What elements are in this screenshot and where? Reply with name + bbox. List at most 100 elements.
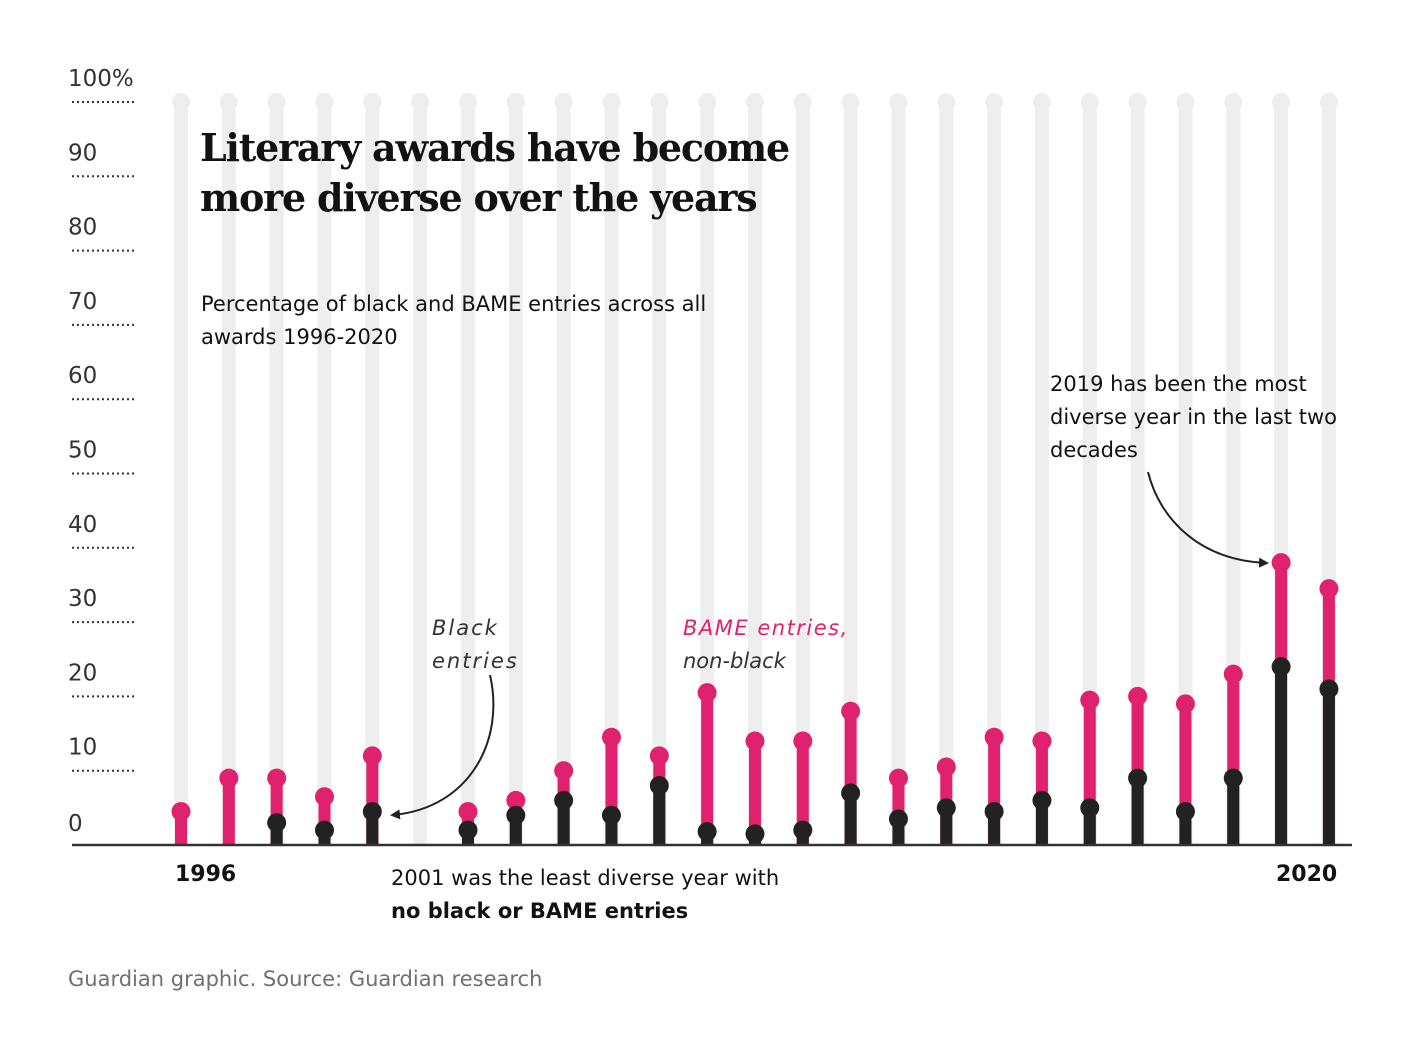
dot-black-2014: [1032, 790, 1052, 810]
dot-black-1999: [314, 820, 334, 840]
annotation-bame-sub: non-black: [683, 649, 786, 673]
y-axis-ticks: 0 10 20 30 40 50 60 70 80 90 100%: [68, 66, 134, 837]
y-tick-label-40: 40: [68, 512, 97, 538]
dot-black-2007: [697, 822, 717, 842]
y-tick-label-100: 100%: [68, 66, 134, 92]
track-cap-2006: [650, 93, 669, 111]
dot-bame-2011: [888, 768, 908, 788]
dot-bame-2012: [936, 757, 956, 777]
dot-bame-2002: [458, 802, 478, 822]
arrow-2019: [1147, 471, 1269, 568]
y-tick-label-50: 50: [68, 438, 97, 464]
dot-bame-2000: [362, 746, 382, 766]
annotation-arrows: [390, 471, 1269, 820]
y-tick-label-90: 90: [68, 140, 97, 166]
dot-bame-2016: [1128, 686, 1148, 706]
track-cap-2002: [458, 93, 477, 111]
annotation-least-diverse: 2001 was the least diverse year with no …: [391, 862, 811, 928]
y-tick-label-30: 30: [68, 586, 97, 612]
dot-bame-2004: [554, 761, 574, 781]
dot-black-2010: [841, 783, 861, 803]
dot-bame-1999: [314, 787, 334, 807]
dot-black-2005: [601, 805, 621, 825]
y-tick-label-10: 10: [68, 735, 97, 761]
y-tick-label-20: 20: [68, 660, 97, 686]
annotation-black-line-2: entries: [432, 649, 519, 673]
annotation-black-line-1: Black: [432, 616, 499, 640]
dot-black-2002: [458, 820, 478, 840]
dot-bame-1998: [267, 768, 287, 788]
data-bars: [171, 553, 1339, 845]
dot-black-2000: [362, 802, 382, 822]
annotation-bame-entries: BAME entries, non-black: [683, 612, 849, 678]
dot-bame-2007: [697, 683, 717, 703]
chart-title: Literary awards have become more diverse…: [200, 125, 790, 220]
dot-black-2019: [1271, 657, 1291, 677]
y-tick-label-80: 80: [68, 215, 97, 241]
track-cap-2008: [745, 93, 764, 111]
track-cap-2011: [889, 93, 908, 111]
dot-black-2013: [984, 802, 1004, 822]
dot-black-2008: [745, 824, 765, 844]
dot-bame-2013: [984, 727, 1004, 747]
dot-black-2017: [1175, 802, 1195, 822]
dot-bame-2014: [1032, 731, 1052, 751]
dot-black-2004: [554, 790, 574, 810]
y-tick-label-60: 60: [68, 363, 97, 389]
track-cap-2005: [602, 93, 621, 111]
dot-black-2006: [649, 776, 669, 796]
dot-bame-1997: [219, 768, 239, 788]
track-cap-1996: [172, 93, 190, 111]
annotation-least-diverse-bold: no black or BAME entries: [391, 899, 689, 923]
dot-black-2016: [1128, 768, 1148, 788]
dot-black-2018: [1223, 768, 1243, 788]
dot-bame-2018: [1223, 664, 1243, 684]
track-cap-2019: [1272, 93, 1291, 111]
dot-bame-2003: [506, 790, 526, 810]
track-cap-2000: [363, 93, 382, 111]
dot-black-2020: [1319, 679, 1339, 699]
dot-black-2011: [888, 809, 908, 829]
track-cap-2016: [1128, 93, 1147, 111]
annotation-least-diverse-text: 2001 was the least diverse year with: [391, 866, 780, 890]
dot-bame-2019: [1271, 553, 1291, 573]
y-tick-label-0: 0: [68, 811, 83, 837]
track-cap-2009: [793, 93, 812, 111]
x-label-first: 1996: [175, 862, 237, 887]
dot-bame-2008: [745, 731, 765, 751]
track-cap-2007: [698, 93, 717, 111]
dot-black-2009: [793, 820, 813, 840]
dot-bame-2009: [793, 731, 813, 751]
track-cap-1998: [267, 93, 286, 111]
dot-bame-1996: [171, 802, 191, 822]
track-cap-2013: [985, 93, 1004, 111]
x-label-last: 2020: [1276, 862, 1338, 887]
dot-black-2015: [1080, 798, 1100, 818]
annotation-most-diverse: 2019 has been the most diverse year in t…: [1050, 372, 1337, 462]
dot-black-2003: [506, 805, 526, 825]
chart-subtitle: Percentage of black and BAME entries acr…: [201, 292, 707, 349]
y-gridlines: [72, 101, 136, 772]
dot-bame-2015: [1080, 690, 1100, 710]
dot-bame-2005: [601, 727, 621, 747]
y-tick-label-70: 70: [68, 289, 97, 315]
dot-bame-2006: [649, 746, 669, 766]
track-cap-2018: [1224, 93, 1243, 111]
track-cap-2004: [554, 93, 573, 111]
track-cap-2001: [411, 93, 430, 111]
annotation-bame-label: BAME entries,: [683, 616, 849, 640]
track-cap-2010: [841, 93, 860, 111]
track-cap-2003: [506, 93, 525, 111]
dot-black-1998: [267, 813, 287, 833]
track-cap-1999: [315, 93, 334, 111]
dot-bame-2010: [841, 701, 861, 721]
dot-bame-2017: [1175, 694, 1195, 714]
dot-black-2012: [936, 798, 956, 818]
source-note: Guardian graphic. Source: Guardian resea…: [68, 967, 543, 991]
track-cap-2014: [1032, 93, 1051, 111]
arrow-black-entries: [390, 674, 495, 820]
dot-bame-2020: [1319, 579, 1339, 599]
track-cap-2015: [1080, 93, 1099, 111]
track-cap-2017: [1176, 93, 1195, 111]
